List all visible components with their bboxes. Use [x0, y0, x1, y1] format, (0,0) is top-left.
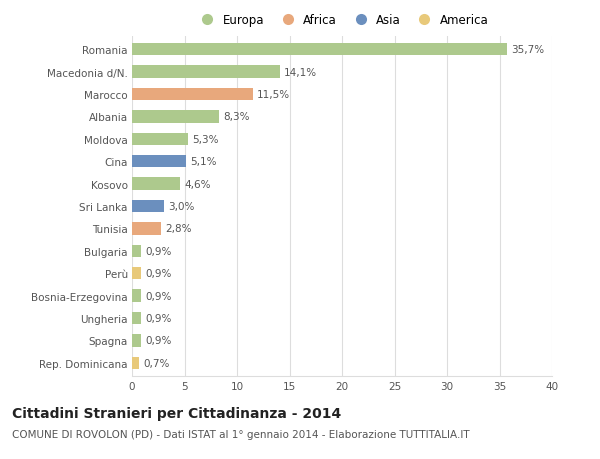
Bar [132, 201, 163, 213]
Bar [132, 290, 142, 302]
Bar [132, 178, 181, 190]
Legend: Europa, Africa, Asia, America: Europa, Africa, Asia, America [196, 15, 488, 28]
Text: 8,3%: 8,3% [223, 112, 250, 122]
Bar [132, 67, 280, 78]
Text: 0,9%: 0,9% [146, 313, 172, 323]
Text: 11,5%: 11,5% [257, 90, 290, 100]
Bar [132, 44, 507, 56]
Text: 35,7%: 35,7% [511, 45, 544, 55]
Text: 0,9%: 0,9% [146, 291, 172, 301]
Text: Cittadini Stranieri per Cittadinanza - 2014: Cittadini Stranieri per Cittadinanza - 2… [12, 406, 341, 420]
Bar [132, 89, 253, 101]
Bar [132, 245, 142, 257]
Text: 2,8%: 2,8% [166, 224, 192, 234]
Bar [132, 335, 142, 347]
Bar [132, 268, 142, 280]
Text: 0,9%: 0,9% [146, 336, 172, 346]
Text: 5,3%: 5,3% [192, 134, 218, 145]
Bar [132, 312, 142, 325]
Text: 5,1%: 5,1% [190, 157, 216, 167]
Bar [132, 156, 185, 168]
Bar [132, 111, 219, 123]
Text: COMUNE DI ROVOLON (PD) - Dati ISTAT al 1° gennaio 2014 - Elaborazione TUTTITALIA: COMUNE DI ROVOLON (PD) - Dati ISTAT al 1… [12, 429, 470, 439]
Text: 14,1%: 14,1% [284, 67, 317, 78]
Text: 0,7%: 0,7% [143, 358, 170, 368]
Text: 3,0%: 3,0% [168, 202, 194, 212]
Text: 0,9%: 0,9% [146, 246, 172, 256]
Bar [132, 134, 188, 146]
Text: 4,6%: 4,6% [185, 179, 211, 189]
Bar [132, 357, 139, 369]
Text: 0,9%: 0,9% [146, 269, 172, 279]
Bar [132, 223, 161, 235]
